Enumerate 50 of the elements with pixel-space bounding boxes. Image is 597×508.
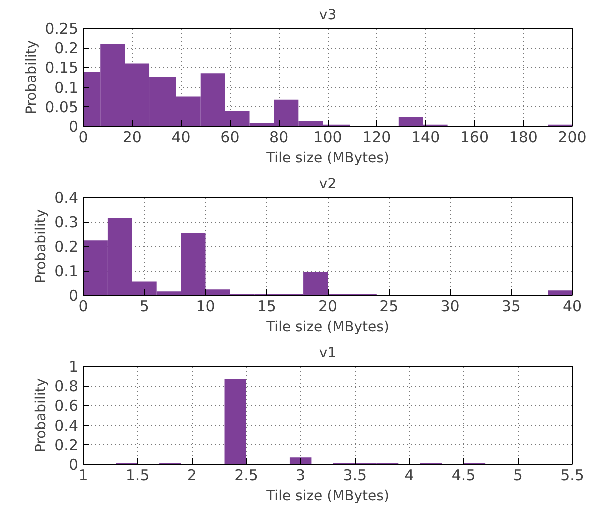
x-tick-label: 20 — [122, 128, 142, 146]
x-tick-label: 60 — [220, 128, 240, 146]
y-tick-label: 0.25 — [45, 20, 79, 38]
x-axis-title: Tile size (MBytes) — [266, 488, 390, 504]
x-tick-label: 35 — [502, 298, 521, 316]
y-tick-label: 0.2 — [54, 238, 79, 256]
y-tick-label: 0.2 — [54, 40, 79, 58]
chart-title: v1 — [319, 346, 337, 362]
y-axis-title: Probability — [24, 40, 40, 115]
y-tick-label: 0.1 — [54, 262, 79, 280]
x-tick-label: 4.5 — [452, 466, 476, 484]
y-tick-label: 1 — [68, 358, 79, 376]
x-tick-label: 120 — [362, 128, 392, 146]
x-tick-label: 20 — [318, 298, 338, 316]
x-tick-label: 140 — [411, 128, 440, 146]
x-tick-label: 5 — [513, 466, 523, 484]
x-tick-label: 15 — [257, 298, 276, 316]
x-tick-label: 30 — [440, 298, 460, 316]
y-tick-label: 0.1 — [54, 78, 79, 97]
x-tick-label: 40 — [562, 298, 582, 316]
x-tick-label: 100 — [314, 128, 342, 146]
chart-title: v2 — [319, 176, 337, 192]
y-tick-label: 0.05 — [45, 98, 79, 116]
x-tick-label: 80 — [270, 128, 289, 146]
x-tick-label: 40 — [172, 128, 191, 146]
x-tick-label: 4 — [404, 466, 414, 484]
x-tick-label: 160 — [460, 128, 490, 146]
x-tick-label: 25 — [380, 298, 399, 316]
y-tick-label: 0.3 — [54, 214, 79, 232]
x-tick-label: 3.5 — [343, 466, 368, 484]
x-tick-label: 5.5 — [560, 466, 584, 484]
y-tick-label: 0.6 — [54, 397, 79, 416]
chart-title: v3 — [319, 8, 337, 24]
x-tick-label: 3 — [296, 466, 306, 484]
y-axis-title: Probability — [34, 209, 50, 284]
y-tick-label: 0.15 — [45, 59, 79, 78]
x-tick-label: 2.5 — [234, 466, 258, 484]
x-axis-title: Tile size (MBytes) — [266, 320, 390, 336]
y-tick-label: 0.4 — [54, 189, 79, 207]
x-tick-label: 1.5 — [126, 466, 150, 484]
y-tick-label: 0.8 — [54, 378, 79, 396]
x-tick-label: 10 — [196, 298, 216, 316]
y-axis-title: Probability — [34, 378, 50, 453]
y-tick-label: 0.2 — [54, 436, 79, 454]
x-tick-label: 5 — [140, 298, 150, 316]
y-tick-label: 0.4 — [54, 416, 79, 435]
x-tick-label: 2 — [187, 466, 197, 484]
x-axis-title: Tile size (MBytes) — [266, 150, 390, 166]
x-tick-label: 200 — [558, 128, 587, 146]
x-tick-label: 180 — [509, 128, 538, 146]
